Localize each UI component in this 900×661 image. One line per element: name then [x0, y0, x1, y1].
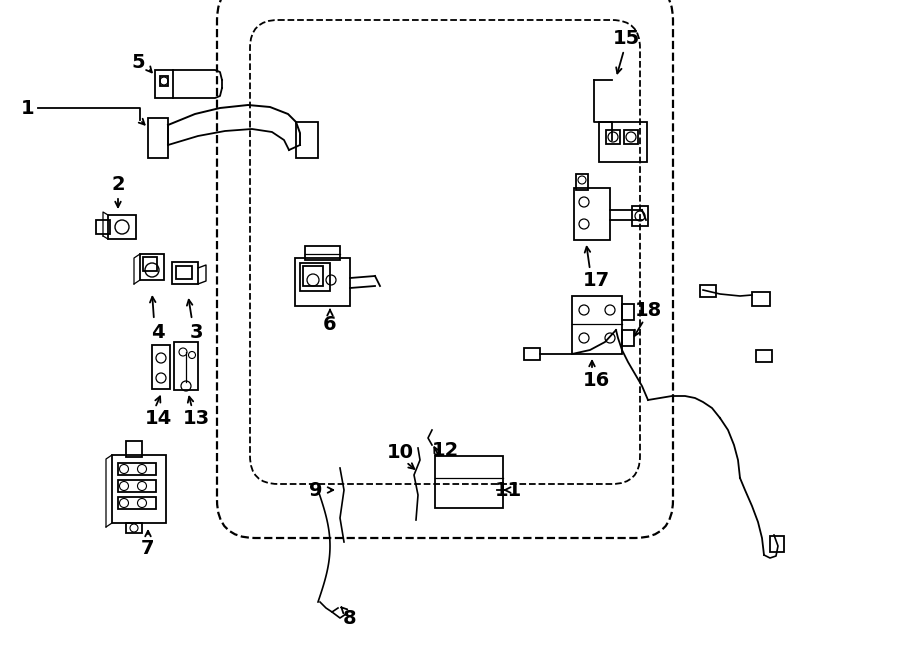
Bar — [303, 266, 323, 286]
Bar — [574, 188, 610, 240]
Bar — [143, 257, 157, 271]
Bar — [624, 130, 638, 144]
Bar — [118, 480, 156, 492]
Bar — [622, 304, 634, 320]
Text: 11: 11 — [494, 481, 522, 500]
Text: 8: 8 — [343, 609, 356, 627]
Text: 6: 6 — [323, 315, 337, 334]
Bar — [126, 523, 142, 533]
Bar — [295, 258, 350, 306]
Bar — [435, 456, 503, 508]
Bar — [155, 70, 173, 98]
Text: 17: 17 — [582, 270, 609, 290]
Text: 14: 14 — [144, 408, 172, 428]
Bar — [770, 536, 784, 552]
Bar — [752, 292, 770, 306]
Bar — [174, 342, 198, 390]
Bar — [176, 266, 192, 279]
Text: 15: 15 — [612, 28, 640, 48]
Bar — [172, 262, 198, 284]
Text: 16: 16 — [582, 371, 609, 389]
Bar — [756, 350, 772, 362]
Text: 5: 5 — [131, 52, 145, 71]
Bar — [96, 220, 110, 234]
Text: 10: 10 — [386, 442, 413, 461]
Bar — [112, 455, 166, 523]
Bar — [576, 174, 588, 190]
Bar — [140, 254, 164, 280]
Bar — [118, 497, 156, 509]
Bar — [632, 206, 648, 226]
Text: 4: 4 — [151, 323, 165, 342]
Bar — [148, 118, 168, 158]
Bar — [118, 463, 156, 475]
Bar — [160, 76, 168, 86]
Bar — [300, 263, 330, 291]
Text: 9: 9 — [310, 481, 323, 500]
Bar — [572, 296, 622, 354]
Text: 13: 13 — [183, 408, 210, 428]
Bar — [296, 122, 318, 158]
Text: 2: 2 — [112, 176, 125, 194]
Text: 1: 1 — [22, 98, 35, 118]
Bar — [622, 330, 634, 346]
Text: 18: 18 — [634, 301, 662, 319]
Bar — [599, 122, 647, 162]
Bar — [152, 345, 170, 389]
Text: 3: 3 — [189, 323, 202, 342]
Text: 7: 7 — [141, 539, 155, 557]
Bar — [606, 130, 620, 144]
Bar — [524, 348, 540, 360]
Bar — [700, 285, 716, 297]
Bar — [108, 215, 136, 239]
Bar — [126, 441, 142, 457]
Text: 12: 12 — [431, 440, 459, 459]
Bar — [305, 246, 340, 260]
